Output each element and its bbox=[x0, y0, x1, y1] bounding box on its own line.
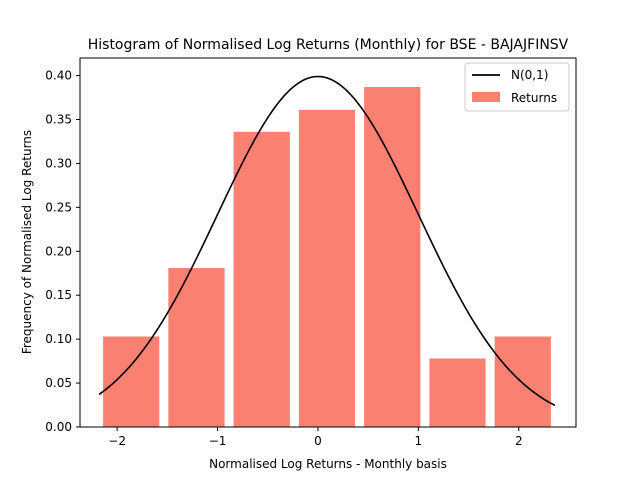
y-tick-label: 0.40 bbox=[45, 69, 72, 83]
y-tick-label: 0.20 bbox=[45, 244, 72, 258]
y-tick-label: 0.25 bbox=[45, 200, 72, 214]
normal-curve-line bbox=[98, 75, 556, 407]
y-tick-label: 0.05 bbox=[45, 376, 72, 390]
x-tick-label: 2 bbox=[515, 434, 523, 448]
plot-frame bbox=[79, 57, 577, 428]
chart-title: Histogram of Normalised Log Returns (Mon… bbox=[88, 37, 569, 53]
histogram-bar-4 bbox=[298, 109, 356, 427]
histogram-bar-1 bbox=[103, 336, 160, 427]
x-tick-label: −1 bbox=[209, 434, 227, 448]
y-axis-ticks: 0.00 0.05 0.10 0.15 0.20 0.25 0.30 0.35 0.40 bbox=[45, 69, 80, 434]
curve-group bbox=[98, 75, 556, 407]
histogram-bar-7 bbox=[494, 336, 551, 427]
y-axis-label: Frequency of Normalised Log Returns bbox=[20, 130, 34, 354]
histogram-bar-6 bbox=[429, 358, 486, 427]
y-tick-label: 0.35 bbox=[45, 113, 72, 127]
y-tick-label: 0.30 bbox=[45, 156, 72, 170]
histogram-bar-5 bbox=[364, 86, 421, 427]
legend-label-normal: N(0,1) bbox=[511, 68, 548, 82]
x-tick-label: 1 bbox=[415, 434, 423, 448]
x-axis-ticks: −2 −1 0 1 2 bbox=[108, 427, 523, 448]
legend: N(0,1) Returns bbox=[464, 62, 570, 112]
x-axis-label: Normalised Log Returns - Monthly basis bbox=[209, 457, 447, 471]
legend-label-returns: Returns bbox=[511, 91, 557, 105]
y-tick-label: 0.10 bbox=[45, 332, 72, 346]
y-tick-label: 0.15 bbox=[45, 288, 72, 302]
legend-bar-swatch bbox=[472, 92, 500, 102]
x-tick-label: 0 bbox=[314, 434, 322, 448]
bars-group bbox=[103, 86, 551, 428]
y-tick-label: 0.00 bbox=[45, 420, 72, 434]
x-tick-label: −2 bbox=[108, 434, 126, 448]
histogram-bar-2 bbox=[168, 267, 225, 427]
histogram-bar-3 bbox=[233, 131, 290, 428]
